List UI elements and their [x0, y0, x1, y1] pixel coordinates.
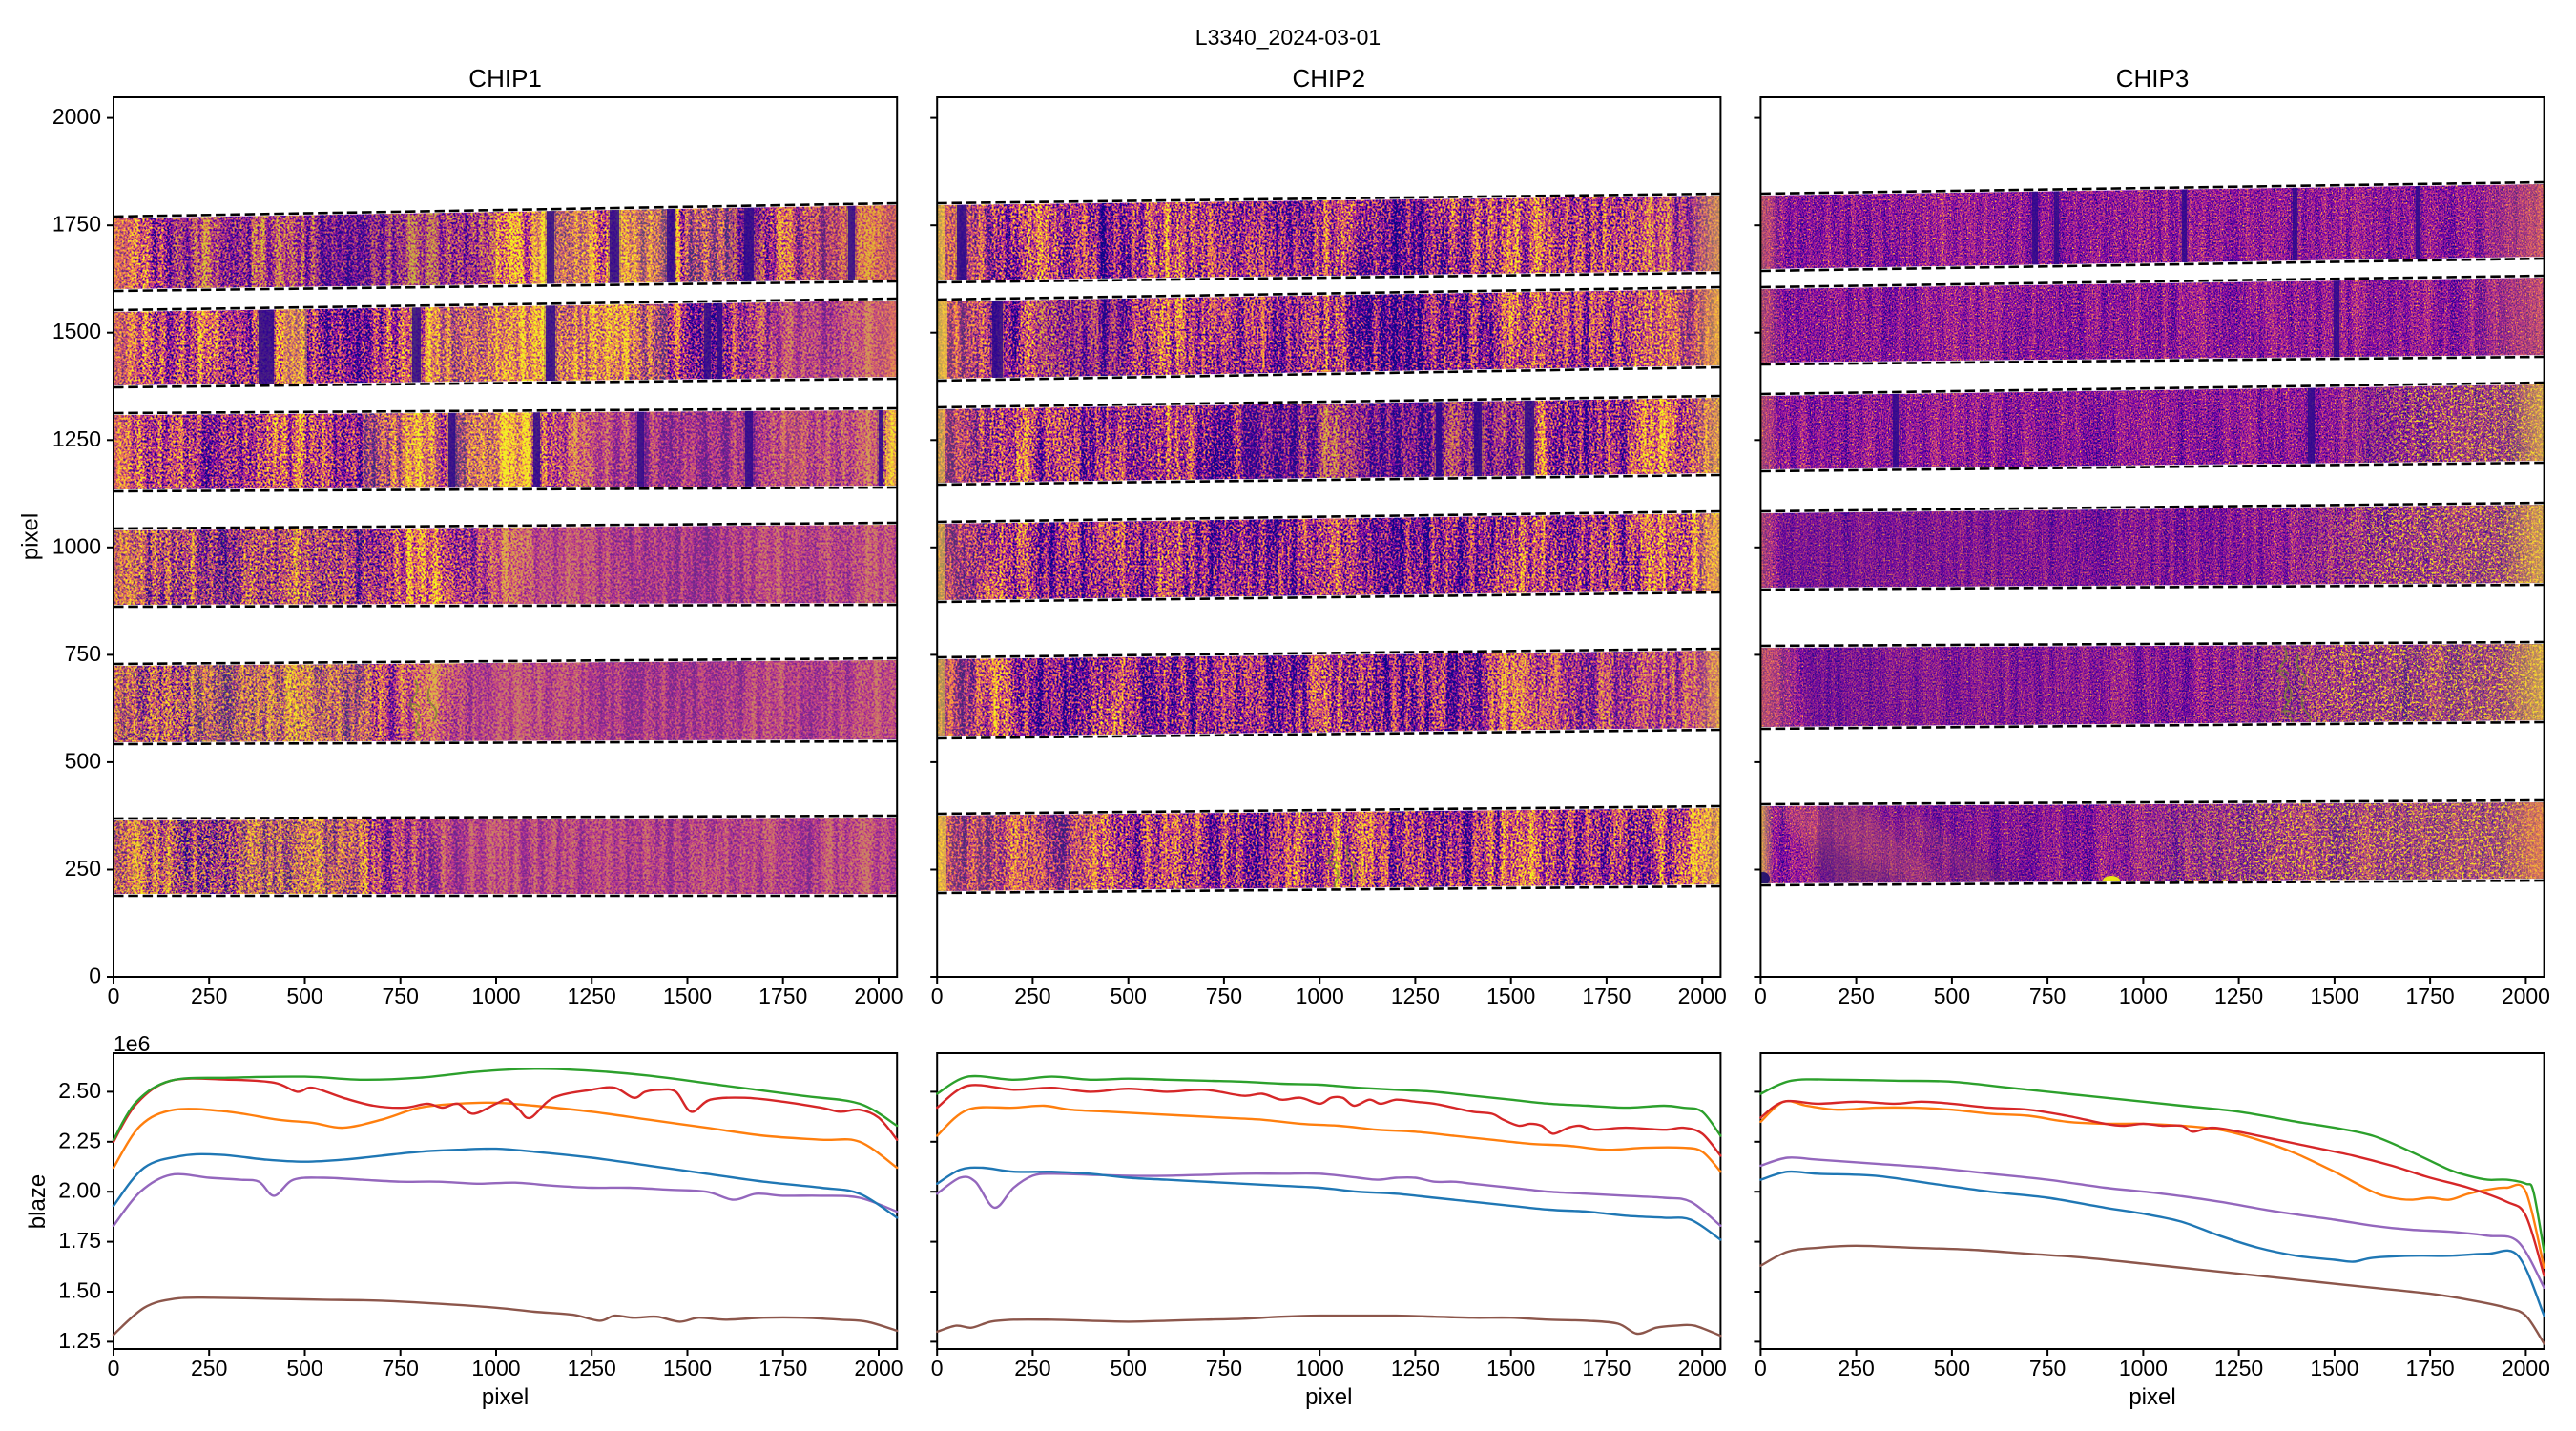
svg-text:2.50: 2.50: [58, 1078, 101, 1103]
svg-text:0: 0: [108, 984, 120, 1008]
svg-text:2.00: 2.00: [58, 1178, 101, 1203]
svg-text:500: 500: [1934, 1356, 1970, 1380]
svg-text:0: 0: [931, 1356, 944, 1380]
svg-text:0: 0: [108, 1356, 120, 1380]
svg-text:750: 750: [383, 1356, 419, 1380]
svg-text:pixel: pixel: [482, 1384, 529, 1410]
svg-text:500: 500: [1111, 984, 1147, 1008]
svg-text:1750: 1750: [758, 1356, 807, 1380]
svg-text:2000: 2000: [1678, 984, 1727, 1008]
svg-text:1000: 1000: [471, 984, 520, 1008]
svg-text:0: 0: [89, 964, 101, 988]
svg-text:1750: 1750: [1582, 984, 1631, 1008]
svg-text:1500: 1500: [2310, 1356, 2358, 1380]
svg-text:1000: 1000: [52, 533, 101, 558]
svg-text:250: 250: [191, 1356, 227, 1380]
svg-text:2000: 2000: [2502, 984, 2550, 1008]
svg-text:500: 500: [286, 984, 322, 1008]
svg-text:2000: 2000: [1678, 1356, 1727, 1380]
svg-text:2000: 2000: [854, 984, 903, 1008]
svg-text:1000: 1000: [2119, 984, 2168, 1008]
svg-text:pixel: pixel: [2129, 1384, 2175, 1410]
svg-text:0: 0: [1755, 1356, 1767, 1380]
svg-text:750: 750: [1206, 984, 1242, 1008]
svg-text:250: 250: [65, 856, 101, 881]
svg-text:1750: 1750: [52, 212, 101, 237]
svg-text:750: 750: [2029, 984, 2066, 1008]
svg-text:1250: 1250: [1391, 984, 1440, 1008]
svg-text:1500: 1500: [2310, 984, 2358, 1008]
svg-text:1000: 1000: [2119, 1356, 2168, 1380]
svg-text:1500: 1500: [663, 984, 712, 1008]
svg-text:250: 250: [1014, 1356, 1050, 1380]
svg-text:CHIP3: CHIP3: [2116, 64, 2190, 93]
svg-text:2.25: 2.25: [58, 1128, 101, 1152]
svg-text:1.50: 1.50: [58, 1278, 101, 1303]
svg-text:pixel: pixel: [18, 513, 44, 560]
svg-text:1.25: 1.25: [58, 1328, 101, 1353]
svg-text:250: 250: [1838, 1356, 1874, 1380]
svg-text:750: 750: [383, 984, 419, 1008]
svg-text:1750: 1750: [1582, 1356, 1631, 1380]
svg-text:1250: 1250: [2214, 984, 2263, 1008]
svg-text:1750: 1750: [2406, 1356, 2455, 1380]
svg-text:1250: 1250: [52, 426, 101, 451]
svg-text:blaze: blaze: [25, 1174, 51, 1229]
svg-text:500: 500: [1934, 984, 1970, 1008]
svg-text:CHIP1: CHIP1: [468, 64, 542, 93]
svg-text:1500: 1500: [1486, 1356, 1535, 1380]
svg-text:1250: 1250: [568, 1356, 616, 1380]
svg-text:250: 250: [191, 984, 227, 1008]
svg-text:1500: 1500: [52, 319, 101, 343]
svg-text:1500: 1500: [1486, 984, 1535, 1008]
svg-text:1250: 1250: [568, 984, 616, 1008]
svg-text:250: 250: [1838, 984, 1874, 1008]
svg-text:1000: 1000: [471, 1356, 520, 1380]
svg-text:750: 750: [1206, 1356, 1242, 1380]
svg-text:2000: 2000: [52, 104, 101, 129]
svg-text:750: 750: [65, 641, 101, 666]
svg-text:250: 250: [1014, 984, 1050, 1008]
svg-text:500: 500: [1111, 1356, 1147, 1380]
svg-text:1750: 1750: [2406, 984, 2455, 1008]
svg-text:pixel: pixel: [1305, 1384, 1352, 1410]
svg-text:2000: 2000: [2502, 1356, 2550, 1380]
svg-text:0: 0: [1755, 984, 1767, 1008]
svg-text:750: 750: [2029, 1356, 2066, 1380]
svg-text:1750: 1750: [758, 984, 807, 1008]
svg-text:0: 0: [931, 984, 944, 1008]
svg-text:1e6: 1e6: [114, 1031, 150, 1056]
svg-text:1500: 1500: [663, 1356, 712, 1380]
svg-text:2000: 2000: [854, 1356, 903, 1380]
svg-text:1250: 1250: [2214, 1356, 2263, 1380]
svg-text:1250: 1250: [1391, 1356, 1440, 1380]
svg-text:L3340_2024-03-01: L3340_2024-03-01: [1195, 25, 1381, 50]
svg-text:1000: 1000: [1296, 1356, 1344, 1380]
svg-text:CHIP2: CHIP2: [1293, 64, 1366, 93]
svg-text:1.75: 1.75: [58, 1228, 101, 1253]
svg-text:500: 500: [286, 1356, 322, 1380]
svg-text:1000: 1000: [1296, 984, 1344, 1008]
svg-text:500: 500: [65, 748, 101, 773]
